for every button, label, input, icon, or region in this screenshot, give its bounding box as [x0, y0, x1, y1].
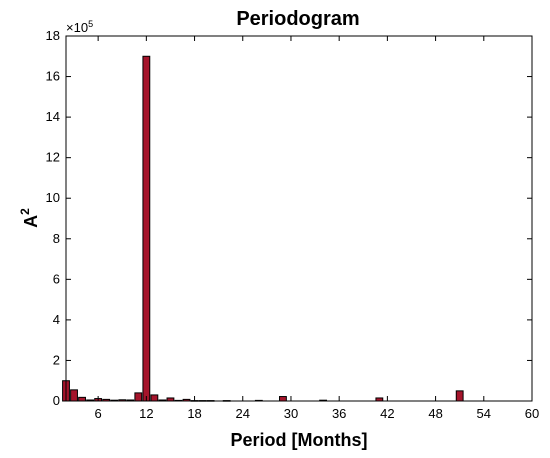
y-axis-label: A2 — [18, 208, 41, 228]
y-tick-label-14: 14 — [46, 109, 60, 124]
x-tick-label-12: 12 — [139, 406, 153, 421]
y-multiplier-base: ×10 — [66, 20, 88, 35]
y-tick-label-4: 4 — [53, 312, 60, 327]
bar-period-51 — [455, 390, 464, 402]
y-tick-label-8: 8 — [53, 231, 60, 246]
y-tick-label-2: 2 — [53, 352, 60, 367]
axis-ticks — [66, 35, 533, 402]
y-tick-label-12: 12 — [46, 150, 60, 165]
x-tick-label-18: 18 — [187, 406, 201, 421]
y-tick-label-6: 6 — [53, 271, 60, 286]
y-tick-label-0: 0 — [53, 393, 60, 408]
x-tick-label-42: 42 — [380, 406, 394, 421]
x-tick-label-48: 48 — [428, 406, 442, 421]
y-axis-label-superscript: 2 — [18, 208, 32, 215]
y-axis-label-base: A — [21, 215, 41, 228]
y-tick-label-18: 18 — [46, 28, 60, 43]
y-multiplier-label: ×105 — [66, 19, 93, 35]
y-tick-labels: 0 2 4 6 8 10 12 14 16 18 — [46, 28, 60, 408]
x-tick-labels: 6 12 18 24 30 36 42 48 54 60 — [95, 406, 540, 421]
x-tick-label-24: 24 — [236, 406, 250, 421]
x-tick-label-30: 30 — [284, 406, 298, 421]
bar-period-4 — [78, 396, 86, 402]
y-multiplier-exponent: 5 — [88, 19, 93, 29]
bar-period-3 — [70, 389, 78, 402]
y-tick-label-16: 16 — [46, 69, 60, 84]
bar-series — [62, 55, 464, 402]
y-tick-label-10: 10 — [46, 190, 60, 205]
bar-period-11 — [134, 392, 143, 402]
x-axis-label: Period [Months] — [231, 430, 368, 450]
x-tick-label-36: 36 — [332, 406, 346, 421]
bar-period-13 — [150, 394, 159, 402]
x-tick-label-60: 60 — [525, 406, 539, 421]
x-tick-label-54: 54 — [477, 406, 491, 421]
plot-frame — [65, 35, 533, 402]
chart-title: Periodogram — [236, 8, 359, 30]
bar-period-12 — [142, 55, 151, 402]
bar-period-29 — [279, 396, 287, 402]
x-tick-label-6: 6 — [95, 406, 102, 421]
